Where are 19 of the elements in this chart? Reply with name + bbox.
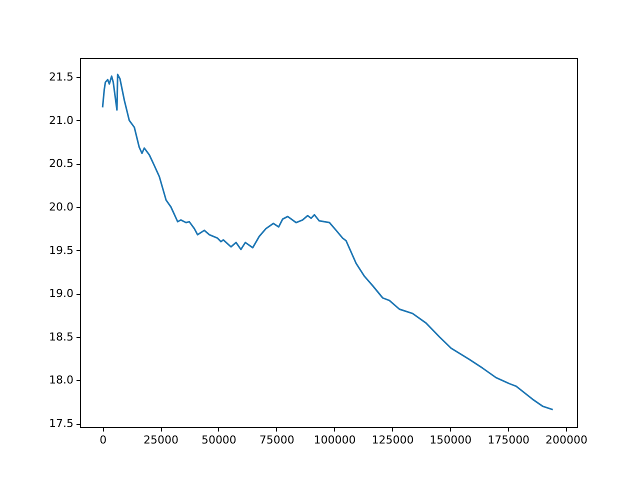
x-tick-label: 50000 — [201, 434, 236, 446]
y-tick-label: 17.5 — [49, 417, 74, 430]
x-tick-label: 25000 — [144, 434, 179, 446]
y-tick-label: 21.5 — [49, 70, 74, 84]
x-tick-label: 175000 — [488, 434, 530, 446]
x-tick-label: 200000 — [545, 434, 588, 446]
x-tick-label: 125000 — [372, 434, 414, 446]
y-tick-label: 19.5 — [49, 244, 74, 257]
y-tick-label: 18.5 — [49, 330, 74, 344]
y-tick-label: 21.0 — [49, 114, 74, 127]
x-tick-label: 75000 — [259, 434, 294, 446]
x-tick-label: 150000 — [430, 434, 472, 446]
x-tick-label: 0 — [100, 434, 107, 446]
y-tick-label: 18.0 — [49, 374, 74, 387]
line-series — [102, 74, 554, 410]
y-tick-label: 20.5 — [49, 157, 74, 170]
x-tick-label: 100000 — [314, 434, 356, 446]
y-tick-label: 19.0 — [49, 287, 74, 300]
y-tick-label: 20.0 — [49, 200, 74, 214]
